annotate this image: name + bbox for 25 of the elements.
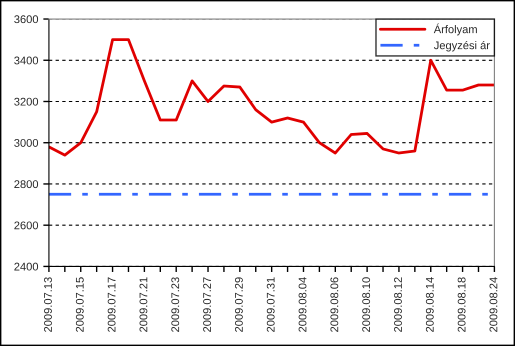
y-tick-label: 2400 — [14, 262, 38, 271]
y-tick-label: 3000 — [14, 138, 38, 147]
x-tick-label: 2009.07.15 — [76, 277, 84, 332]
legend-label: Jegyzési ár — [434, 40, 490, 52]
x-tick-label: 2009.07.27 — [203, 277, 212, 332]
x-tick-label: 2009.07.29 — [234, 277, 243, 332]
x-tick-label: 2009.08.18 — [458, 277, 466, 332]
x-tick-label: 2009.08.06 — [330, 277, 338, 332]
x-tick-label: 2009.07.17 — [108, 277, 116, 332]
x-tick-label: 2009.07.23 — [171, 277, 180, 332]
x-tick-label: 2009.08.14 — [426, 277, 434, 332]
x-tick-label: 2009.08.04 — [298, 277, 306, 332]
y-tick-label: 3200 — [14, 98, 38, 106]
x-tick-label: 2009.07.13 — [44, 277, 52, 332]
y-tick-label: 2600 — [14, 221, 38, 230]
x-tick-label: 2009.08.24 — [490, 277, 498, 332]
legend-label: Árfolyam — [434, 23, 477, 36]
x-tick-label: 2009.07.21 — [140, 277, 148, 332]
x-tick-label: 2009.07.31 — [266, 277, 275, 332]
y-tick-label: 3400 — [14, 56, 38, 64]
line-series — [48, 38, 494, 156]
y-tick-label: 2800 — [14, 180, 38, 188]
x-tick-label: 2009.08.10 — [362, 277, 370, 332]
y-tick-label: 3600 — [14, 15, 38, 24]
x-tick-label: 2009.08.12 — [394, 277, 402, 332]
